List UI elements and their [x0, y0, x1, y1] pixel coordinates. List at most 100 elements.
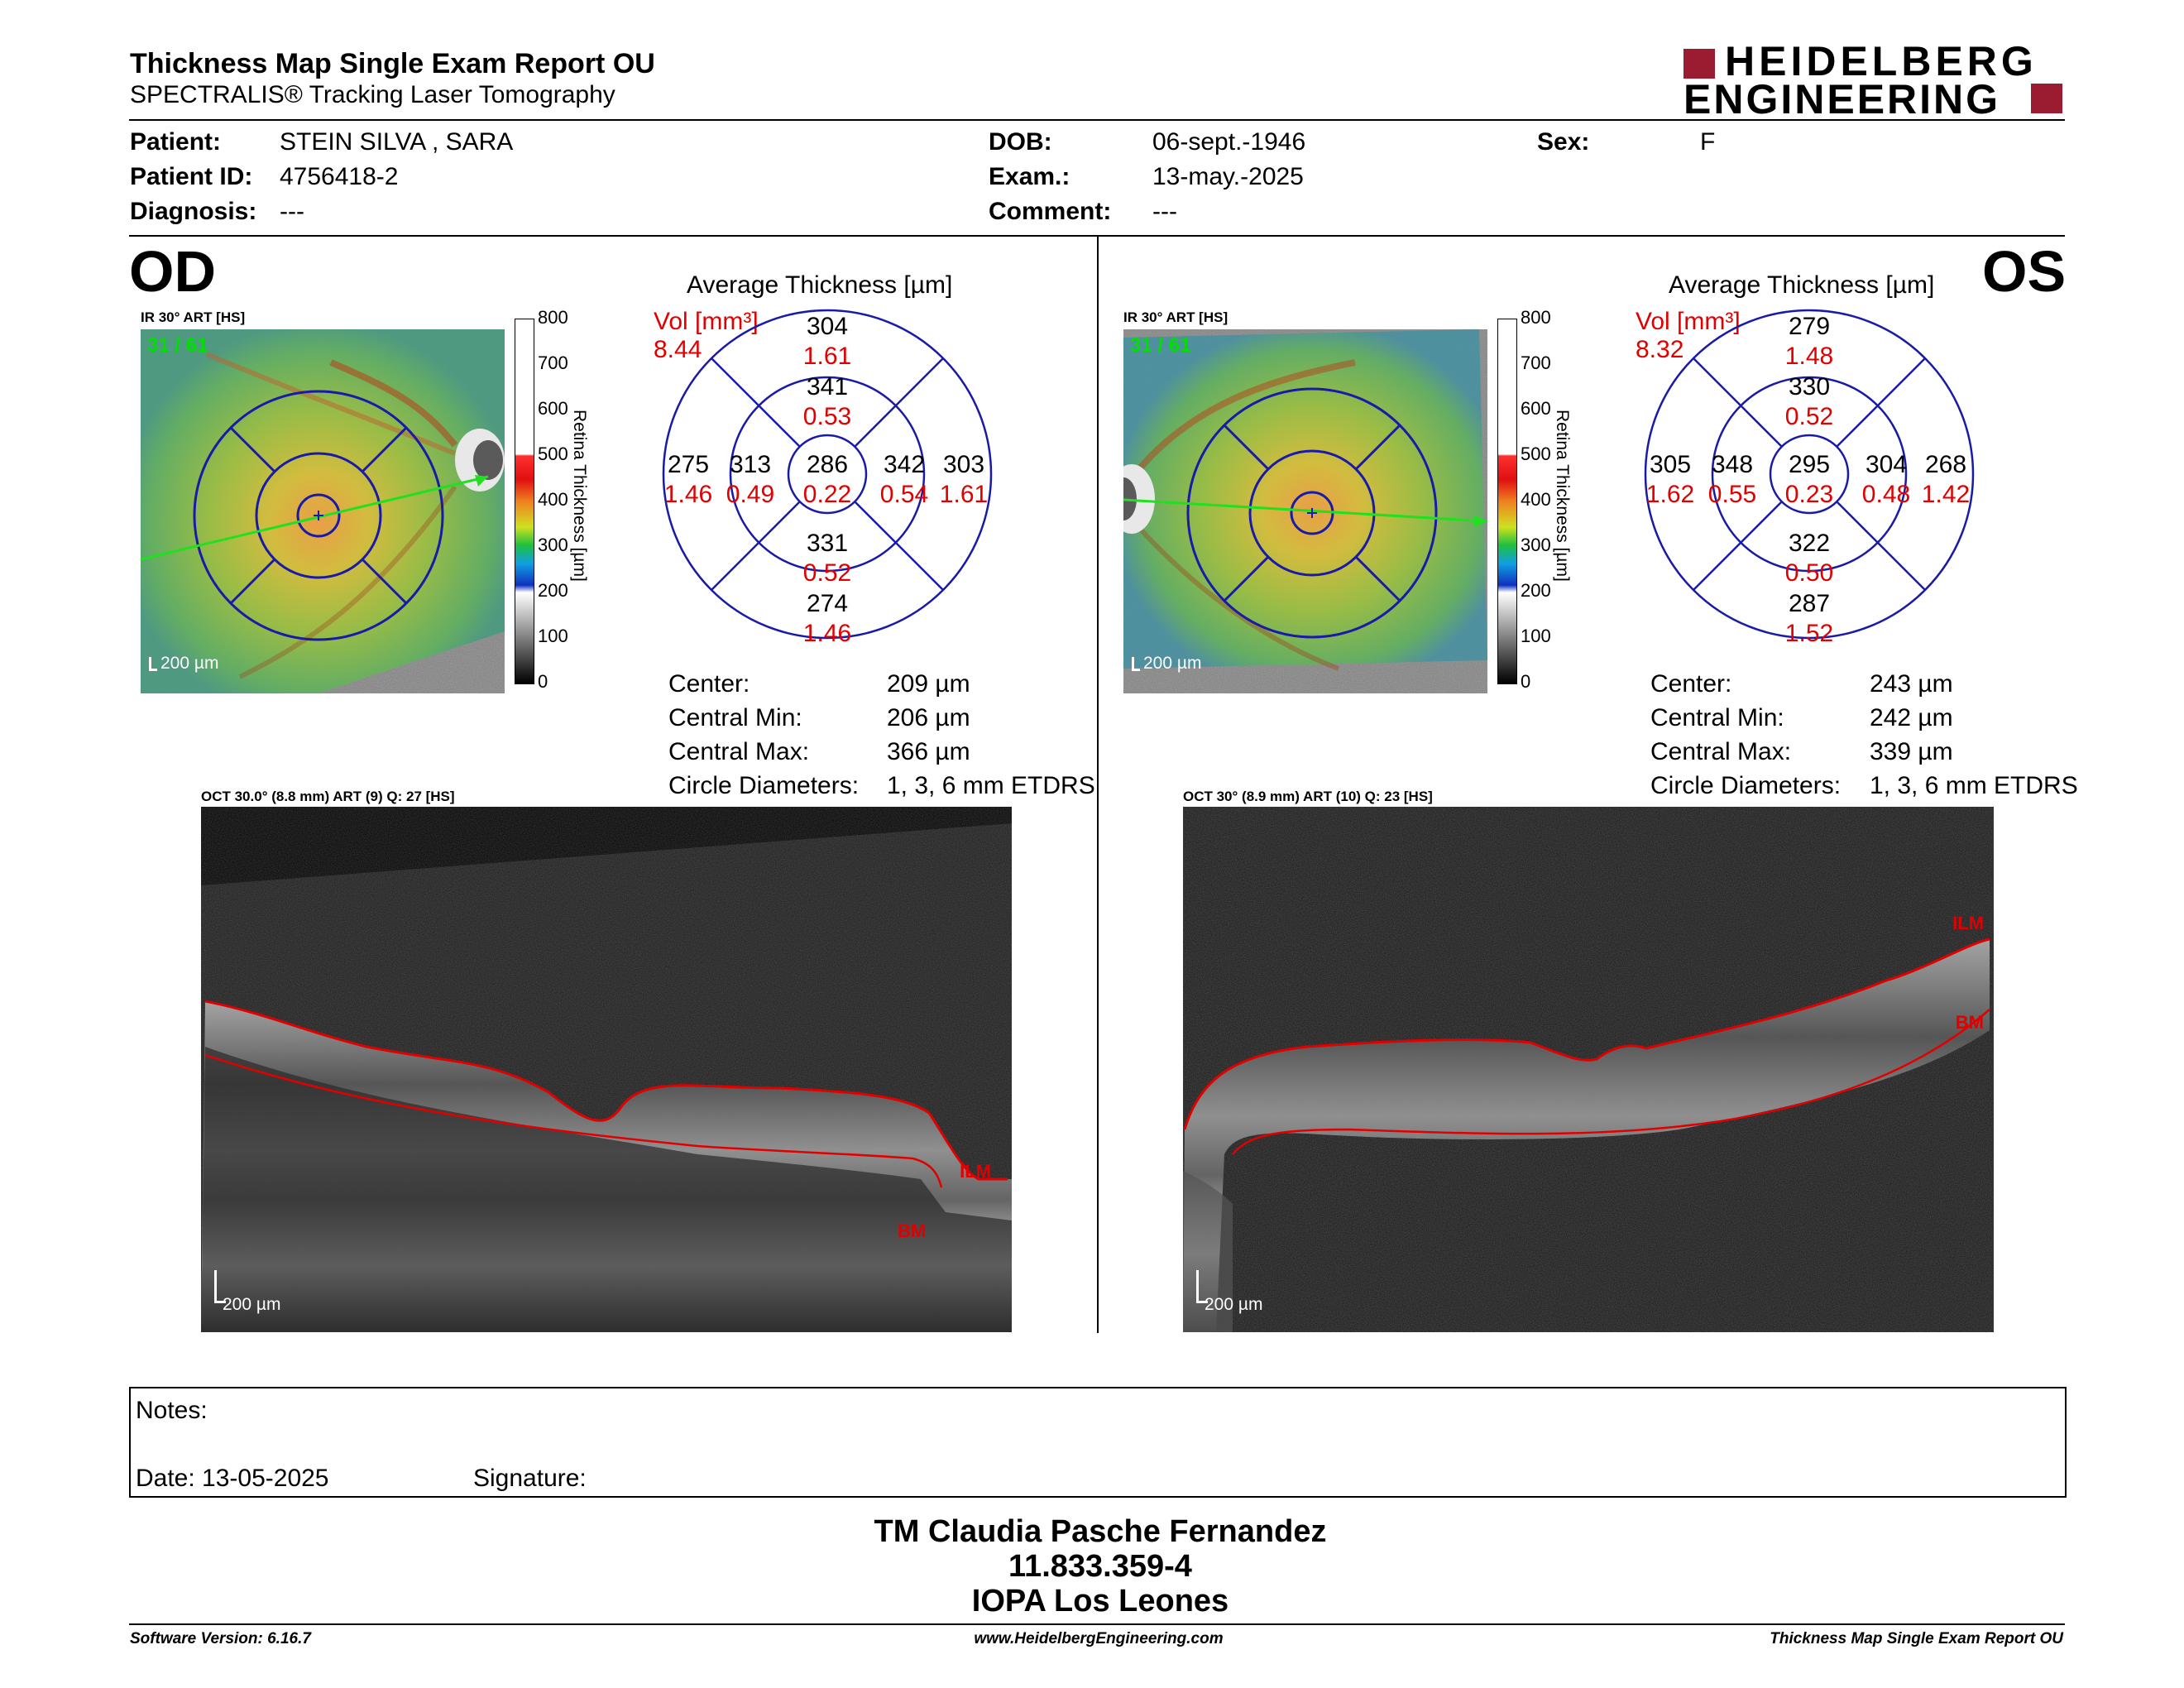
frame-counter-os: 31 / 61 — [1130, 334, 1191, 357]
os-diam-value: 1, 3, 6 mm ETDRS — [1870, 772, 2078, 799]
od-sup-outer: 304 — [806, 313, 849, 340]
website-link[interactable]: www.HeidelbergEngineering.com — [974, 1630, 1224, 1647]
os-sup-outer-vol: 1.48 — [1784, 343, 1834, 370]
od-diam-label: Circle Diameters: — [668, 772, 860, 799]
ilm-label-od: ILM — [960, 1161, 991, 1182]
footer-report-name: Thickness Map Single Exam Report OU — [1770, 1630, 2063, 1647]
eye-label-os: OS — [1982, 239, 2067, 304]
od-nas-outer-vol: 1.61 — [939, 481, 989, 508]
tick-300: 300 — [538, 535, 568, 555]
avg-title-od: Average Thickness [µm] — [687, 271, 953, 299]
od-temp-outer-vol: 1.46 — [663, 481, 713, 508]
od-inf-outer: 274 — [806, 590, 849, 617]
comment-value: --- — [1152, 198, 1177, 225]
colorbar-title-os: Retina Thickness [µm] — [1553, 410, 1572, 582]
tick-500: 500 — [538, 444, 568, 464]
os-temp-outer: 305 — [1649, 451, 1692, 478]
tick-600: 600 — [538, 398, 568, 419]
colorbar-title-od: Retina Thickness [µm] — [570, 410, 589, 582]
os-max-value: 339 µm — [1870, 738, 1953, 765]
ir-scale-os: 200 µm — [1143, 654, 1202, 673]
os-max-label: Central Max: — [1650, 738, 1792, 765]
ilm-label-os: ILM — [1952, 913, 1984, 933]
os-center-label: Center: — [1650, 670, 1732, 698]
od-min-value: 206 µm — [887, 704, 970, 731]
report-title: Thickness Map Single Exam Report OU — [130, 48, 655, 79]
os-inf-inner-vol: 0.50 — [1784, 559, 1834, 587]
comment-label: Comment: — [989, 198, 1112, 225]
report-subtitle: SPECTRALIS® Tracking Laser Tomography — [130, 81, 615, 108]
od-temp-outer: 275 — [667, 451, 710, 478]
notes-box[interactable]: Notes: Date: 13-05-2025 Signature: — [129, 1387, 2067, 1498]
signoff-institution: IOPA Los Leones — [971, 1584, 1229, 1618]
os-center-vol: 0.23 — [1784, 481, 1834, 508]
vol-label-od: Vol [mm³] — [654, 308, 759, 335]
tick-400: 400 — [538, 489, 568, 510]
os-nas-inner-vol: 0.48 — [1861, 481, 1911, 508]
od-temp-inner: 313 — [729, 451, 772, 478]
os-min-value: 242 µm — [1870, 704, 1953, 731]
os-sup-inner-vol: 0.52 — [1784, 403, 1834, 430]
od-center-value: 209 µm — [887, 670, 970, 698]
etdrs-values-os: 279 1.48 330 0.52 305 1.62 348 0.55 295 … — [1640, 305, 1979, 647]
os-nas-inner: 304 — [1865, 451, 1908, 478]
od-min-label: Central Min: — [668, 704, 802, 731]
tick-200: 200 — [1521, 580, 1551, 601]
vol-label-os: Vol [mm³] — [1636, 308, 1741, 335]
os-inf-outer-vol: 1.52 — [1784, 620, 1834, 647]
colorbar-ticks-os: 800 700 600 500 400 300 200 100 0 — [1521, 307, 1554, 696]
signature-label: Signature: — [473, 1465, 587, 1492]
ir-label-os: IR 30° ART [HS] — [1123, 309, 1228, 325]
colorbar-os — [1497, 319, 1517, 684]
thickness-map-os: 31 / 61 200 µm — [1123, 329, 1487, 693]
oct-label-os: OCT 30° (8.9 mm) ART (10) Q: 23 [HS] — [1183, 789, 1433, 804]
patient-label: Patient: — [130, 128, 222, 156]
od-inf-inner: 331 — [806, 530, 849, 557]
os-min-label: Central Min: — [1650, 704, 1784, 731]
od-inf-inner-vol: 0.52 — [802, 559, 852, 587]
od-diam-value: 1, 3, 6 mm ETDRS — [887, 772, 1095, 799]
thickness-map-od: 31 / 61 200 µm — [141, 329, 505, 693]
oct-scale-od: 200 µm — [223, 1295, 281, 1314]
od-sup-outer-vol: 1.61 — [802, 343, 852, 370]
frame-counter-od: 31 / 61 — [147, 334, 208, 357]
tick-100: 100 — [1521, 626, 1551, 646]
dob-label: DOB: — [989, 128, 1052, 156]
sex-value: F — [1700, 128, 1716, 156]
patient-id: 4756418-2 — [280, 163, 399, 190]
os-temp-inner: 348 — [1711, 451, 1754, 478]
tick-0: 0 — [538, 671, 548, 692]
os-temp-inner-vol: 0.55 — [1707, 481, 1757, 508]
os-center: 295 — [1788, 451, 1831, 478]
os-inf-inner: 322 — [1788, 530, 1831, 557]
bm-label-od: BM — [898, 1220, 927, 1241]
os-inf-outer: 287 — [1788, 590, 1831, 617]
oct-bscan-od: ILM BM 200 µm — [201, 807, 1012, 1332]
tick-400: 400 — [1521, 489, 1551, 510]
tick-800: 800 — [1521, 307, 1551, 328]
notes-label: Notes: — [136, 1397, 208, 1424]
os-temp-outer-vol: 1.62 — [1645, 481, 1695, 508]
exam-date: 13-may.-2025 — [1152, 163, 1304, 190]
ir-label-od: IR 30° ART [HS] — [141, 309, 246, 325]
os-nas-outer-vol: 1.42 — [1921, 481, 1971, 508]
bm-label-os: BM — [1955, 1012, 1984, 1033]
tick-0: 0 — [1521, 671, 1531, 692]
ir-scale-od: 200 µm — [160, 654, 219, 673]
od-nas-outer: 303 — [942, 451, 985, 478]
os-nas-outer: 268 — [1924, 451, 1967, 478]
heidelberg-logo: HEIDELBERG ENGINEERING — [1684, 41, 2064, 120]
vol-value-os: 8.32 — [1636, 336, 1684, 363]
oct-scale-os: 200 µm — [1205, 1295, 1263, 1314]
logo-line-2: ENGINEERING — [1684, 76, 2001, 122]
od-center: 286 — [806, 451, 849, 478]
signoff-name: TM Claudia Pasche Fernandez — [874, 1514, 1327, 1549]
tick-200: 200 — [538, 580, 568, 601]
od-nas-inner: 342 — [883, 451, 926, 478]
eye-label-od: OD — [129, 239, 216, 304]
od-sup-inner: 341 — [806, 373, 849, 400]
colorbar-od — [515, 319, 534, 684]
tick-500: 500 — [1521, 444, 1551, 464]
logo-line-1: HEIDELBERG — [1725, 38, 2038, 84]
tick-300: 300 — [1521, 535, 1551, 555]
